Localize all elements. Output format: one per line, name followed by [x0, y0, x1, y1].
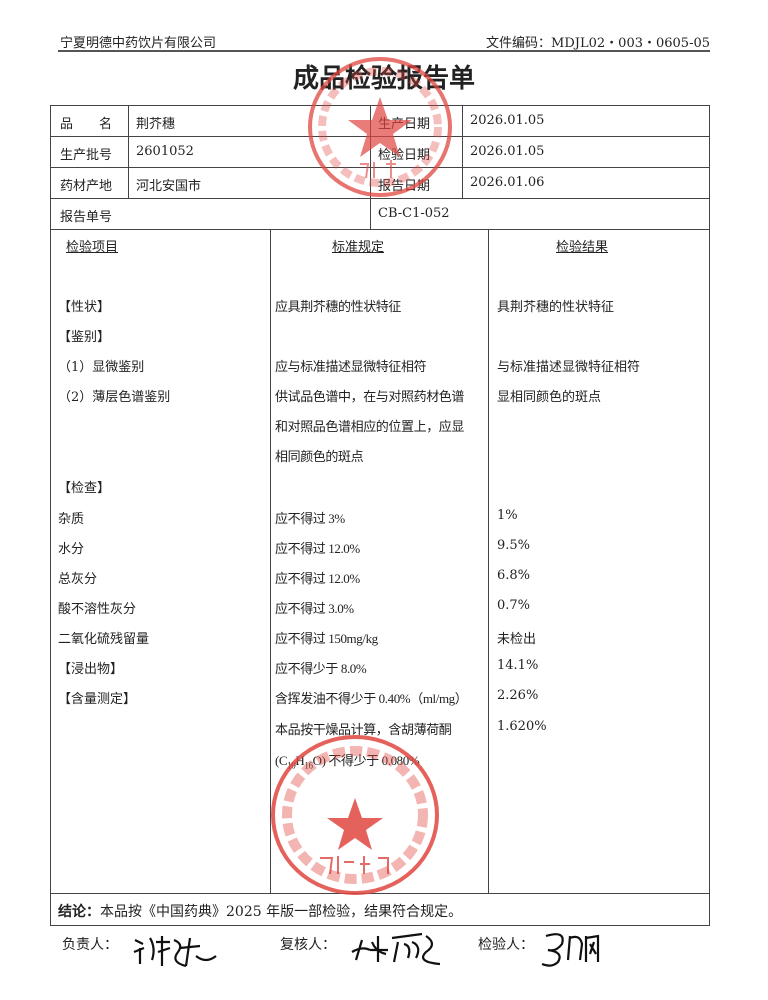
formula-line: (C10H16O) 不得少于 0.080% [275, 753, 420, 771]
table-line [270, 229, 271, 893]
row-standard: 应不得过 3.0% [275, 601, 354, 616]
responsible-signature [133, 936, 217, 968]
row-standard: 应与标准描述显微特征相符 [275, 359, 427, 374]
table-line [128, 105, 129, 198]
table-line [50, 105, 710, 106]
report-no-label: 报告单号 [60, 210, 113, 225]
test-date-label: 检验日期 [378, 148, 431, 163]
col-header-standard: 标准规定 [332, 240, 385, 255]
row-item: 【含量测定】 [58, 692, 137, 707]
row-standard: 应不得少于 8.0% [275, 661, 367, 676]
row-result: 具荆芥穗的性状特征 [497, 300, 615, 315]
company-name: 宁夏明德中药饮片有限公司 [60, 36, 217, 51]
origin: 河北安国市 [136, 179, 202, 194]
row-item: 【检查】 [58, 481, 111, 496]
row-item: （2）薄层色谱鉴别 [58, 390, 171, 405]
name-label: 品 名 [60, 117, 113, 132]
inspector-label: 检验人： [478, 937, 534, 953]
conclusion: 结论：本品按《中国药典》2025 年版一部检验，结果符合规定。 [58, 904, 463, 920]
row-standard: 本品按干燥品计算，含胡薄荷酮 [275, 722, 452, 737]
reviewer-signature [351, 932, 441, 966]
prod-date: 2026.01.05 [470, 113, 545, 128]
row-result: 显相同颜色的斑点 [497, 390, 602, 405]
row-standard: 应具荆芥穗的性状特征 [275, 299, 402, 314]
table-line [488, 229, 489, 893]
row-result: 1% [497, 508, 518, 523]
row-item: 【鉴别】 [58, 330, 111, 345]
table-line [50, 893, 710, 894]
row-standard: 应不得过 150mg/kg [275, 631, 378, 646]
row-standard: 应不得过 12.0% [275, 541, 360, 556]
page-title: 成品检验报告单 [292, 64, 475, 94]
reviewer-label: 复核人： [280, 937, 336, 953]
table-line [462, 105, 463, 198]
table-line [709, 105, 710, 925]
table-line [50, 105, 51, 925]
report-number: CB-C1-052 [378, 206, 450, 221]
row-result: 与标准描述显微特征相符 [497, 360, 641, 375]
row-item: 杂质 [58, 512, 85, 527]
col-header-result: 检验结果 [556, 240, 609, 255]
row-result: 9.5% [497, 538, 531, 553]
prod-date-label: 生产日期 [378, 117, 431, 132]
inspector-signature [541, 933, 600, 967]
row-item: 【性状】 [58, 300, 111, 315]
file-code: 文件编码：MDJL02・003・0605-05 [486, 36, 710, 51]
table-line [50, 136, 710, 137]
col-header-item: 检验项目 [66, 240, 119, 255]
table-line [370, 105, 371, 229]
row-result: 6.8% [497, 568, 531, 583]
row-standard: 应不得过 12.0% [275, 571, 360, 586]
batch-label: 生产批号 [60, 148, 113, 163]
table-line [50, 229, 710, 230]
batch-number: 2601052 [136, 144, 194, 159]
row-result: 2.26% [497, 688, 539, 703]
row-standard: 应不得过 3% [275, 511, 345, 526]
product-name: 荆芥穗 [136, 117, 176, 132]
row-item: 水分 [58, 542, 85, 557]
row-item: （1）显微鉴别 [58, 360, 145, 375]
origin-label: 药材产地 [60, 179, 113, 194]
row-standard: 供试品色谱中，在与对照药材色谱 [275, 389, 465, 404]
row-item: 酸不溶性灰分 [58, 602, 137, 617]
row-result: 未检出 [497, 632, 537, 647]
row-item: 【浸出物】 [58, 662, 124, 677]
responsible-label: 负责人： [62, 937, 118, 953]
row-standard: 含挥发油不得少于 0.40%（ml/mg） [275, 691, 468, 706]
table-line [50, 925, 710, 926]
table-line [50, 167, 710, 168]
table-line [50, 198, 710, 199]
report-date: 2026.01.06 [470, 175, 545, 190]
row-item: 二氧化硫残留量 [58, 632, 150, 647]
row-standard: 和对照品色谱相应的位置上，应显 [275, 419, 465, 434]
row-result: 1.620% [497, 719, 547, 734]
header-divider [58, 50, 710, 52]
test-date: 2026.01.05 [470, 144, 545, 159]
report-date-label: 报告日期 [378, 179, 431, 194]
row-standard: 相同颜色的斑点 [275, 449, 364, 464]
row-result: 14.1% [497, 658, 539, 673]
row-result: 0.7% [497, 598, 531, 613]
row-item: 总灰分 [58, 572, 98, 587]
